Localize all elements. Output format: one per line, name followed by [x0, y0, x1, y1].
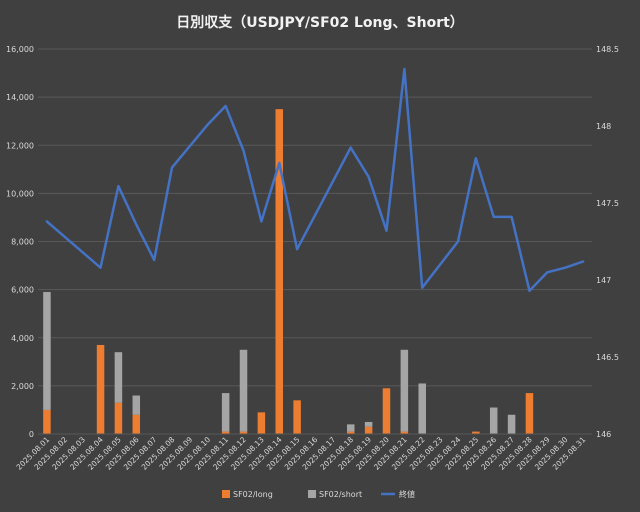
bar-sf02-short	[507, 414, 516, 434]
legend-swatch	[308, 490, 316, 498]
bar-sf02-long	[472, 431, 480, 434]
line-series-close	[45, 67, 585, 293]
legend: SF02/long SF02/short 終値	[222, 489, 415, 499]
chart-title: 日別収支（USDJPY/SF02 Long、Short）	[176, 14, 464, 31]
legend-label: SF02/short	[319, 490, 362, 499]
y-right-tick-label: 147.5	[596, 199, 619, 208]
bar-sf02-long	[346, 431, 355, 434]
bar-sf02-short	[43, 292, 51, 410]
gridlines	[38, 48, 592, 435]
bar-sf02-short	[114, 352, 123, 403]
bar-sf02-long	[221, 431, 230, 434]
bar-sf02-long	[132, 414, 141, 434]
legend-label: SF02/long	[233, 490, 273, 499]
bar-sf02-long	[382, 388, 391, 434]
y-left-tick-label: 4,000	[11, 334, 34, 343]
y-right-tick-label: 147	[596, 276, 611, 285]
y-right-tick-label: 146.5	[596, 353, 619, 362]
axes: 0 2,000 4,000 6,000 8,000 10,000 12,000 14,000 1…	[6, 45, 619, 472]
y-left-tick-label: 16,000	[6, 45, 34, 54]
y-left-tick-label: 8,000	[11, 238, 34, 247]
bar-sf02-short	[364, 421, 373, 427]
bar-sf02-short	[418, 383, 426, 434]
bar-sf02-short	[346, 424, 355, 432]
y-left-tick-label: 0	[29, 430, 34, 439]
y-left-tick-label: 12,000	[6, 141, 34, 150]
bar-sf02-long	[96, 344, 105, 434]
y-left-tick-label: 14,000	[6, 93, 34, 102]
bar-sf02-long	[364, 426, 373, 434]
bar-sf02-long	[239, 431, 248, 434]
bar-sf02-short	[400, 349, 409, 432]
bar-sf02-long	[293, 400, 301, 434]
bar-sf02-long	[43, 409, 51, 434]
y-left-tick-label: 2,000	[11, 382, 34, 391]
bar-sf02-long	[525, 393, 534, 434]
bar-sf02-short	[132, 395, 141, 415]
y-left-tick-label: 6,000	[11, 286, 34, 295]
bar-sf02-short	[221, 393, 230, 432]
legend-swatch	[222, 490, 230, 498]
bar-sf02-short	[239, 349, 248, 432]
bar-sf02-short	[489, 407, 498, 434]
y-right-tick-label: 148	[596, 122, 611, 131]
bar-sf02-long	[257, 412, 266, 434]
close-line	[45, 67, 585, 293]
y-right-tick-label: 146	[596, 430, 611, 439]
y-right-tick-label: 148.5	[596, 45, 619, 54]
bar-sf02-long	[400, 431, 409, 434]
bar-sf02-long	[275, 109, 284, 434]
legend-label: 終値	[399, 489, 415, 499]
bar-sf02-long	[114, 402, 123, 434]
bars	[43, 109, 534, 434]
y-left-tick-label: 10,000	[6, 189, 34, 198]
